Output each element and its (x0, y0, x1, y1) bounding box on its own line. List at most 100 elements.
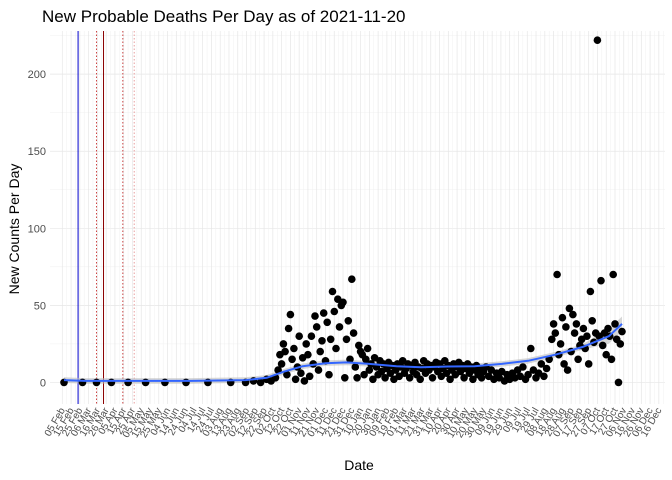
data-point (307, 332, 316, 341)
y-tick-label: 0 (40, 377, 46, 389)
data-point (274, 366, 282, 374)
x-axis-label: Date (344, 457, 374, 473)
data-point (556, 340, 565, 348)
data-point (524, 370, 532, 379)
data-point (349, 329, 358, 337)
data-point (288, 355, 296, 364)
data-point (341, 374, 349, 382)
y-tick-label: 200 (28, 69, 46, 81)
data-point (574, 355, 582, 364)
data-point (362, 355, 370, 364)
data-point (584, 360, 593, 368)
data-point (598, 341, 607, 350)
data-point (314, 366, 323, 374)
data-point (323, 318, 332, 327)
data-point (549, 320, 558, 328)
data-point (279, 340, 288, 348)
data-points (60, 36, 626, 387)
data-point (330, 307, 339, 316)
data-point (607, 355, 616, 364)
data-point (363, 344, 372, 353)
data-point (428, 374, 437, 382)
data-point (616, 340, 625, 348)
data-point (548, 335, 556, 344)
data-point (182, 378, 190, 387)
data-point (551, 329, 560, 337)
data-point (618, 327, 626, 336)
data-point (311, 312, 319, 320)
data-point (593, 36, 602, 44)
data-point (609, 270, 617, 279)
data-point (348, 275, 356, 284)
y-axis-label: New Counts Per Day (6, 164, 22, 295)
data-point (469, 375, 477, 384)
data-point (588, 317, 596, 325)
y-tick-label: 150 (28, 146, 46, 158)
data-point (597, 276, 605, 285)
data-point (355, 341, 363, 350)
data-point (602, 350, 610, 359)
data-point (405, 374, 414, 382)
data-point (295, 332, 304, 341)
data-point (519, 363, 527, 371)
data-point (339, 298, 347, 307)
data-point (291, 375, 300, 384)
data-point (562, 323, 570, 331)
data-point (92, 378, 101, 387)
data-point (563, 366, 572, 374)
data-point (332, 344, 340, 353)
data-point (161, 378, 169, 387)
data-point (286, 310, 295, 319)
data-point (318, 337, 326, 345)
data-point (540, 372, 548, 381)
data-point (553, 270, 561, 279)
data-point (614, 378, 623, 387)
data-point (365, 366, 374, 374)
y-axis-ticks: 0 50 100 150 200 (28, 69, 46, 389)
data-point (527, 344, 535, 353)
data-point (326, 335, 335, 344)
data-point (312, 323, 321, 331)
data-point (344, 317, 353, 325)
data-point (416, 375, 425, 384)
data-point (325, 370, 333, 379)
data-point (351, 363, 360, 371)
data-point (460, 374, 468, 382)
smooth-line-layer (63, 323, 623, 382)
data-point (572, 320, 581, 328)
data-point (565, 304, 574, 313)
y-tick-label: 50 (34, 300, 46, 312)
data-point (611, 320, 619, 328)
y-tick-label: 100 (28, 223, 46, 235)
data-point (328, 287, 337, 296)
data-point (107, 378, 116, 387)
data-point (569, 310, 577, 319)
data-point (586, 287, 595, 296)
data-point (300, 377, 309, 385)
data-point (316, 347, 325, 356)
data-point (342, 335, 351, 344)
data-point (319, 309, 328, 317)
data-point (297, 369, 305, 378)
data-point (256, 378, 265, 387)
data-point (290, 344, 298, 353)
data-point (381, 374, 389, 382)
data-point (446, 375, 454, 384)
data-point (277, 360, 286, 368)
data-point (141, 378, 150, 387)
data-point (570, 329, 579, 337)
data-point (353, 374, 361, 382)
data-point (477, 374, 486, 382)
data-point (346, 355, 354, 364)
data-point (283, 370, 291, 379)
smooth-line (63, 323, 623, 382)
data-point (335, 323, 344, 331)
chart-title: New Probable Deaths Per Day as of 2021-1… (42, 7, 406, 26)
data-point (305, 372, 314, 381)
data-point (302, 340, 311, 348)
data-point (281, 347, 289, 356)
data-point (542, 364, 551, 373)
data-point (537, 360, 546, 368)
data-point (583, 332, 591, 341)
data-point (369, 375, 377, 384)
